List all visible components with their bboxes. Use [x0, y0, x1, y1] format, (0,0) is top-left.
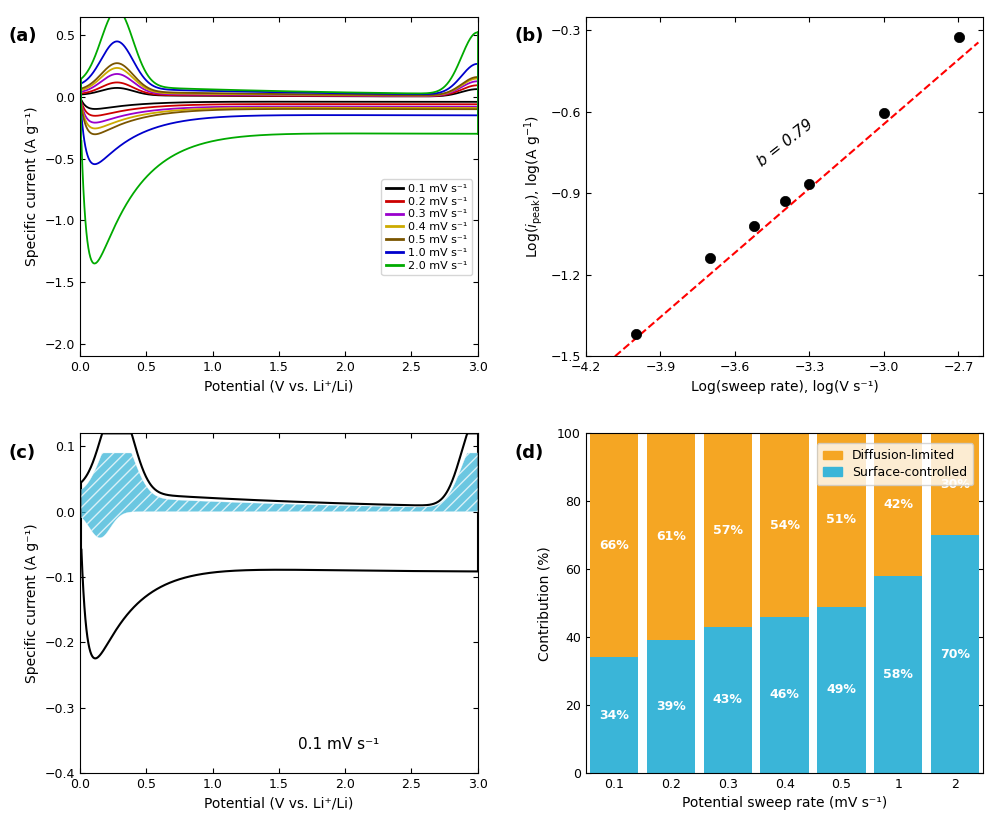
Bar — [590, 657, 638, 773]
Text: (c): (c) — [9, 443, 36, 461]
Text: 51%: 51% — [826, 514, 856, 527]
Text: (b): (b) — [514, 26, 544, 45]
Text: b = 0.79: b = 0.79 — [755, 117, 816, 169]
Point — [951, 31, 967, 44]
Y-axis label: Specific current (A g⁻¹): Specific current (A g⁻¹) — [25, 523, 39, 683]
Bar — [931, 433, 979, 535]
Text: 66%: 66% — [599, 539, 629, 552]
Text: 43%: 43% — [713, 693, 743, 706]
Bar — [647, 640, 695, 773]
Bar — [760, 433, 809, 617]
Text: 61%: 61% — [656, 530, 686, 543]
Point — [777, 195, 793, 208]
Bar — [817, 606, 866, 773]
Text: 0.1 mV s⁻¹: 0.1 mV s⁻¹ — [298, 737, 379, 752]
Bar — [760, 617, 809, 773]
Text: 70%: 70% — [940, 648, 970, 661]
Y-axis label: Specific current (A g⁻¹): Specific current (A g⁻¹) — [25, 107, 39, 266]
Text: 42%: 42% — [883, 498, 913, 511]
Bar — [817, 433, 866, 606]
Y-axis label: Log($i_\mathrm{peak}$), log(A g$^{-1}$): Log($i_\mathrm{peak}$), log(A g$^{-1}$) — [522, 115, 545, 258]
Bar — [647, 433, 695, 640]
Point — [746, 219, 762, 232]
Bar — [704, 627, 752, 773]
X-axis label: Potential (V vs. Li⁺/Li): Potential (V vs. Li⁺/Li) — [204, 380, 353, 394]
Bar — [704, 433, 752, 627]
Text: 54%: 54% — [770, 519, 800, 532]
Bar — [874, 433, 922, 576]
Text: 58%: 58% — [883, 668, 913, 681]
X-axis label: Log(sweep rate), log(V s⁻¹): Log(sweep rate), log(V s⁻¹) — [691, 380, 878, 394]
Bar — [874, 576, 922, 773]
Legend: Diffusion-limited, Surface-controlled: Diffusion-limited, Surface-controlled — [817, 443, 973, 485]
Text: 30%: 30% — [940, 478, 970, 490]
Point — [801, 177, 817, 190]
Y-axis label: Contribution (%): Contribution (%) — [538, 546, 552, 661]
Bar — [931, 535, 979, 773]
Point — [628, 327, 644, 341]
Text: (d): (d) — [514, 443, 544, 461]
Text: 46%: 46% — [770, 688, 800, 701]
Legend: 0.1 mV s⁻¹, 0.2 mV s⁻¹, 0.3 mV s⁻¹, 0.4 mV s⁻¹, 0.5 mV s⁻¹, 1.0 mV s⁻¹, 2.0 mV s: 0.1 mV s⁻¹, 0.2 mV s⁻¹, 0.3 mV s⁻¹, 0.4 … — [381, 179, 472, 275]
Text: 34%: 34% — [599, 709, 629, 722]
Bar — [590, 433, 638, 657]
Text: (a): (a) — [9, 26, 37, 45]
X-axis label: Potential sweep rate (mV s⁻¹): Potential sweep rate (mV s⁻¹) — [682, 796, 887, 810]
Text: 49%: 49% — [826, 683, 856, 696]
Point — [876, 107, 892, 120]
X-axis label: Potential (V vs. Li⁺/Li): Potential (V vs. Li⁺/Li) — [204, 796, 353, 810]
Text: 39%: 39% — [656, 700, 686, 713]
Point — [702, 251, 718, 265]
Text: 57%: 57% — [713, 523, 743, 537]
